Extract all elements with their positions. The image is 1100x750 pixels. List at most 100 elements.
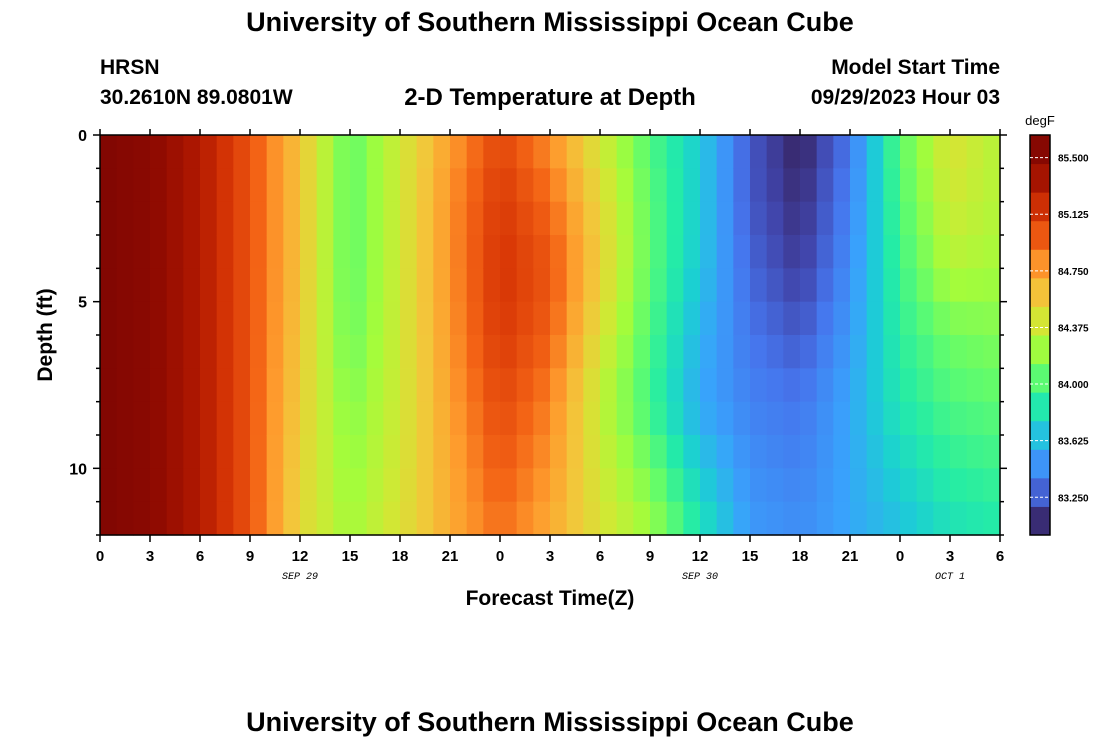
y-tick-label: 0 <box>78 128 87 145</box>
heatmap-cell <box>383 268 401 303</box>
heatmap-cell <box>616 368 634 403</box>
colorbar-segment <box>1030 249 1050 279</box>
heatmap-cell <box>100 468 118 503</box>
colorbar-segment <box>1030 277 1050 307</box>
heatmap-cell <box>233 368 251 403</box>
heatmap-cell <box>333 168 351 203</box>
heatmap-cell <box>883 168 901 203</box>
heatmap-cell <box>483 368 501 403</box>
heatmap-cell <box>466 168 484 203</box>
heatmap-cell <box>233 268 251 303</box>
heatmap-cell <box>850 368 868 403</box>
heatmap-cell <box>866 368 884 403</box>
heatmap-cell <box>516 401 534 436</box>
heatmap-cell <box>700 368 718 403</box>
heatmap-cell <box>600 401 618 436</box>
heatmap-cell <box>950 168 968 203</box>
heatmap-cell <box>700 301 718 336</box>
colorbar-segment <box>1030 306 1050 336</box>
heatmap-cell <box>300 435 318 469</box>
heatmap-cell <box>766 435 784 469</box>
x-tick-label: 6 <box>596 548 604 565</box>
heatmap-cell <box>300 168 318 203</box>
y-axis-label: Depth (ft) <box>34 288 57 381</box>
heatmap-cell <box>650 435 668 469</box>
heatmap-cell <box>950 135 968 169</box>
x-tick-label: 21 <box>842 548 859 565</box>
heatmap-cell <box>200 401 218 436</box>
heatmap-cell <box>150 201 168 236</box>
heatmap-cell <box>900 268 918 303</box>
heatmap-cell <box>383 435 401 469</box>
x-tick-label: 12 <box>692 548 709 565</box>
heatmap-cell <box>316 468 334 503</box>
heatmap-cell <box>833 435 851 469</box>
heatmap-cell <box>583 301 601 336</box>
colorbar-tick-label: 84.000 <box>1058 380 1089 391</box>
colorbar-segment <box>1030 192 1050 222</box>
heatmap-cell <box>366 301 384 336</box>
heatmap-cell <box>416 435 434 469</box>
heatmap-cell <box>916 501 934 536</box>
heatmap-cell <box>383 401 401 436</box>
heatmap-cell <box>383 135 401 169</box>
heatmap-cell <box>650 401 668 436</box>
heatmap-cells <box>100 135 1001 536</box>
heatmap-cell <box>250 168 268 203</box>
heatmap-cell <box>933 301 951 336</box>
heatmap-cell <box>283 368 301 403</box>
heatmap-cell <box>233 135 251 169</box>
heatmap-cell <box>266 368 284 403</box>
heatmap-cell <box>916 368 934 403</box>
heatmap-cell <box>250 235 268 269</box>
colorbar-segment <box>1030 420 1050 450</box>
heatmap-cell <box>883 268 901 303</box>
colorbar-segment <box>1030 449 1050 479</box>
heatmap-cell <box>383 168 401 203</box>
heatmap-cell <box>550 301 568 336</box>
heatmap-cell <box>966 335 984 369</box>
heatmap-cell <box>216 468 234 503</box>
heatmap-cell <box>266 201 284 236</box>
x-tick-label: 0 <box>896 548 904 565</box>
heatmap-cell <box>616 168 634 203</box>
heatmap-cell <box>416 268 434 303</box>
heatmap-cell <box>750 501 768 536</box>
x-tick-label: 12 <box>292 548 309 565</box>
heatmap-cell <box>283 501 301 536</box>
heatmap-cell <box>516 201 534 236</box>
heatmap-cell <box>733 168 751 203</box>
heatmap-cell <box>616 435 634 469</box>
heatmap-cell <box>650 301 668 336</box>
heatmap-cell <box>133 235 151 269</box>
heatmap-cell <box>700 435 718 469</box>
heatmap-cell <box>933 501 951 536</box>
heatmap-cell <box>666 235 684 269</box>
heatmap-cell <box>150 235 168 269</box>
heatmap-cell <box>600 235 618 269</box>
heatmap-cell <box>716 435 734 469</box>
heatmap-cell <box>266 301 284 336</box>
x-axis: 0 3 6 9 12 15 18 21 0 3 6 9 12 15 18 21 0 3 6 SEP 29 SEP 30 O… <box>96 129 1004 583</box>
colorbar-tick-label: 83.625 <box>1058 437 1089 448</box>
x-tick-label: 0 <box>96 548 104 565</box>
heatmap-cell <box>433 501 451 536</box>
heatmap-cell <box>116 268 134 303</box>
heatmap-cell <box>783 435 801 469</box>
heatmap-cell <box>716 301 734 336</box>
heatmap-cell <box>166 368 184 403</box>
heatmap-cell <box>433 401 451 436</box>
heatmap-cell <box>183 201 201 236</box>
heatmap-cell <box>166 168 184 203</box>
heatmap-cell <box>683 201 701 236</box>
x-tick-label: 3 <box>946 548 954 565</box>
heatmap-cell <box>883 301 901 336</box>
heatmap-cell <box>616 501 634 536</box>
heatmap-cell <box>283 468 301 503</box>
heatmap-cell <box>350 168 368 203</box>
heatmap-cell <box>233 301 251 336</box>
heatmap-cell <box>400 501 418 536</box>
heatmap-cell <box>933 368 951 403</box>
heatmap-cell <box>516 368 534 403</box>
heatmap-cell <box>933 468 951 503</box>
